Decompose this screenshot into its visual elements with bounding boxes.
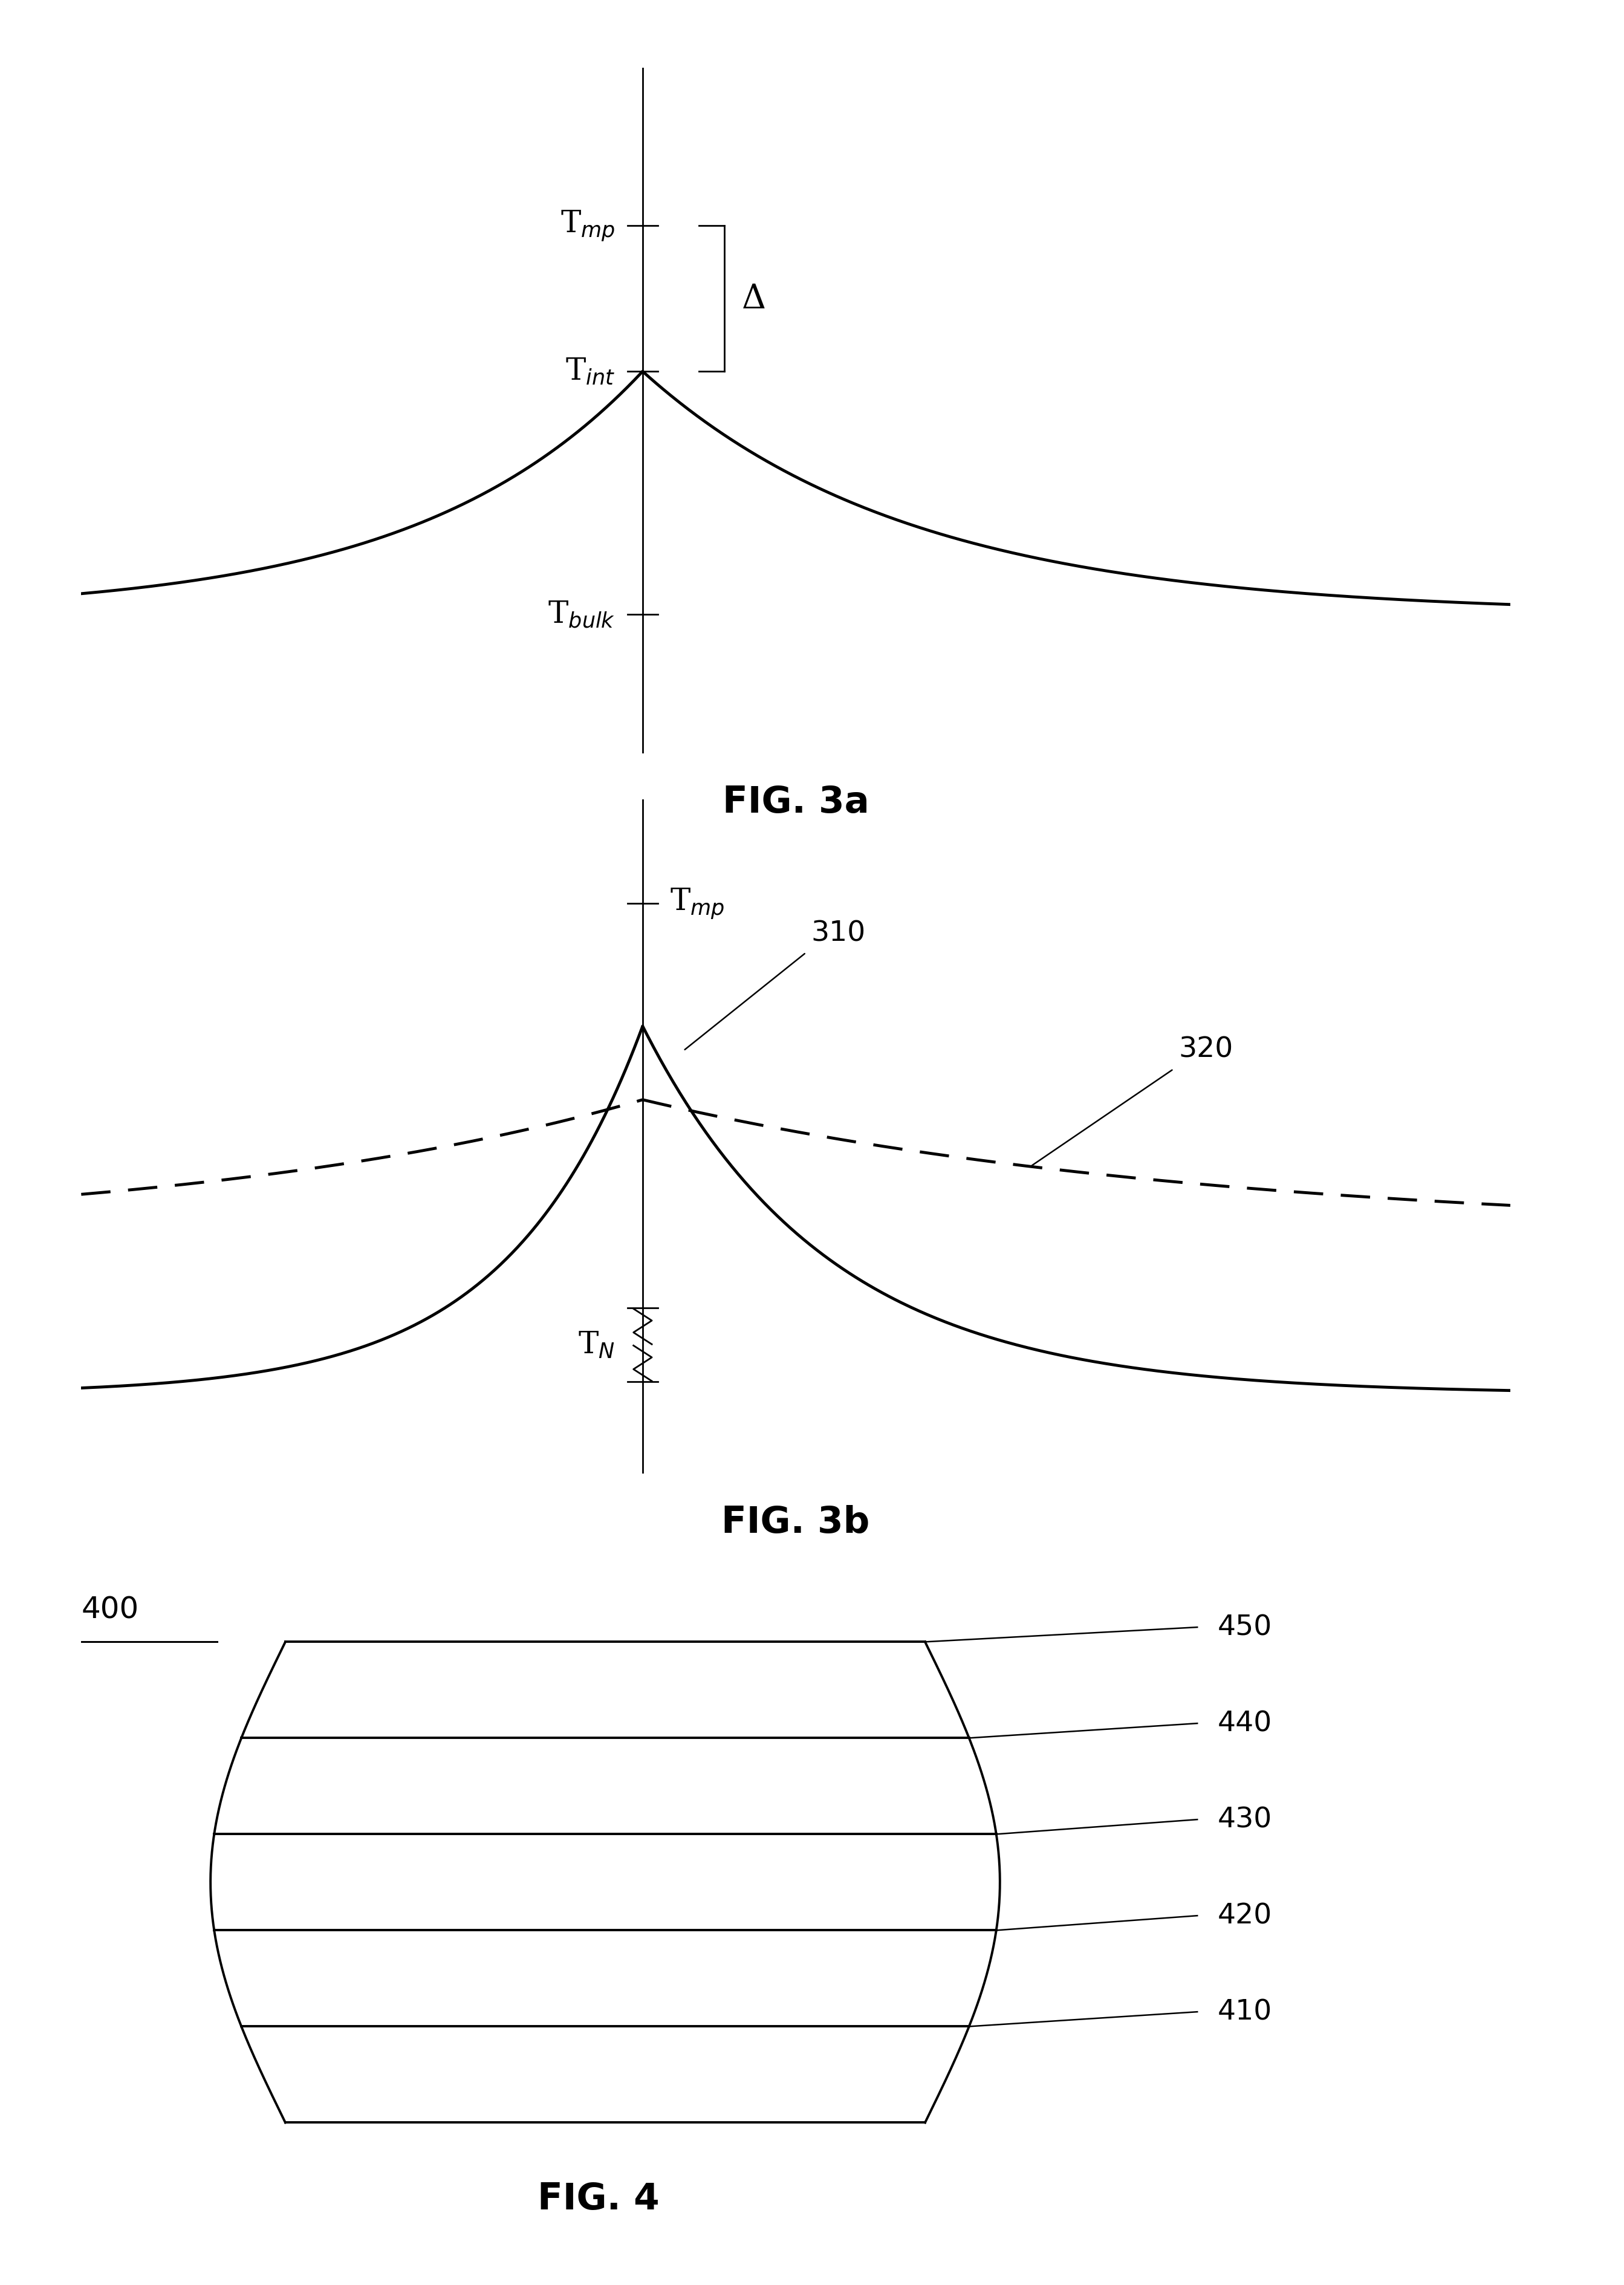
Text: FIG. 4: FIG. 4 [538, 2182, 659, 2216]
Text: T$_{bulk}$: T$_{bulk}$ [547, 599, 615, 628]
Text: 420: 420 [1218, 1901, 1272, 1929]
Text: T$_{int}$: T$_{int}$ [565, 356, 615, 386]
Text: 430: 430 [1218, 1805, 1272, 1833]
Text: FIG. 3b: FIG. 3b [721, 1504, 870, 1540]
Text: T$_{N}$: T$_{N}$ [578, 1330, 615, 1360]
Text: T$_{mp}$: T$_{mp}$ [560, 210, 615, 242]
Text: T$_{mp}$: T$_{mp}$ [671, 887, 724, 921]
Text: 440: 440 [1218, 1709, 1272, 1737]
Text: 320: 320 [1179, 1035, 1233, 1063]
Text: FIG. 3a: FIG. 3a [723, 784, 869, 820]
Text: 310: 310 [810, 919, 866, 946]
Text: 410: 410 [1218, 1999, 1272, 2025]
Text: 450: 450 [1218, 1613, 1272, 1641]
Text: 400: 400 [81, 1595, 138, 1625]
Text: Δ: Δ [742, 283, 767, 315]
